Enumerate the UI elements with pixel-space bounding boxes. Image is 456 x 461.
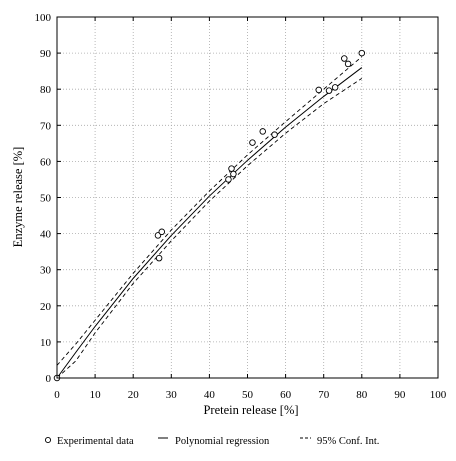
data-point [230,170,237,178]
legend-circle-icon [44,436,52,444]
axis-ticks [56,16,439,379]
legend-label-ci: 95% Conf. Int. [317,436,379,447]
y-tick-label: 10 [40,337,52,349]
x-tick-label: 90 [394,389,406,401]
y-tick-label: 50 [40,193,52,205]
x-tick-label: 20 [128,389,140,401]
data-points [53,49,366,382]
data-point [341,55,348,62]
data-point [344,60,352,68]
x-tick-label: 0 [54,389,60,401]
x-tick-label: 50 [242,389,254,401]
legend-item-experimental: Experimental data [44,436,134,447]
y-tick-label: 30 [40,265,52,277]
y-tick-label: 80 [40,84,52,96]
data-point [225,176,232,183]
data-point [154,232,162,239]
x-tick-label: 40 [204,389,216,401]
legend: Experimental data Polynomial regression … [44,436,379,447]
ci-upper-line [56,56,363,366]
legend-label-regression: Polynomial regression [175,436,270,447]
data-point [325,87,333,94]
y-axis-label: Enzyme release [%] [11,147,25,248]
data-point [271,131,278,138]
legend-label-experimental: Experimental data [57,436,134,447]
regression-line [56,67,363,379]
y-tick-label: 60 [40,156,52,168]
y-tick-labels: 0 10 20 30 40 50 60 70 80 90 100 [35,12,52,385]
legend-item-ci: 95% Conf. Int. [300,436,379,447]
x-axis-label: Pretein release [%] [203,403,298,417]
y-tick-label: 40 [40,229,52,241]
legend-item-regression: Polynomial regression [158,436,270,447]
x-tick-label: 80 [356,389,368,401]
confidence-interval-lines [56,56,363,379]
data-point [259,128,266,135]
data-point [331,84,339,91]
data-point [158,228,166,236]
ci-lower-line [56,77,363,379]
x-tick-label: 100 [430,389,447,401]
regression-line-group [56,67,363,379]
y-tick-label: 0 [46,373,52,385]
data-point [249,139,256,146]
y-tick-label: 20 [40,301,52,313]
y-tick-label: 90 [40,48,52,60]
data-point [358,49,366,57]
data-point [228,165,235,172]
data-point [155,254,163,262]
x-tick-labels: 0 10 20 30 40 50 60 70 80 90 100 [54,389,447,401]
grid [57,17,438,378]
data-point [315,86,322,94]
x-tick-label: 60 [280,389,292,401]
x-tick-label: 70 [318,389,330,401]
y-tick-label: 100 [35,12,52,24]
x-tick-label: 30 [166,389,178,401]
y-tick-label: 70 [40,120,52,132]
x-tick-label: 10 [90,389,102,401]
